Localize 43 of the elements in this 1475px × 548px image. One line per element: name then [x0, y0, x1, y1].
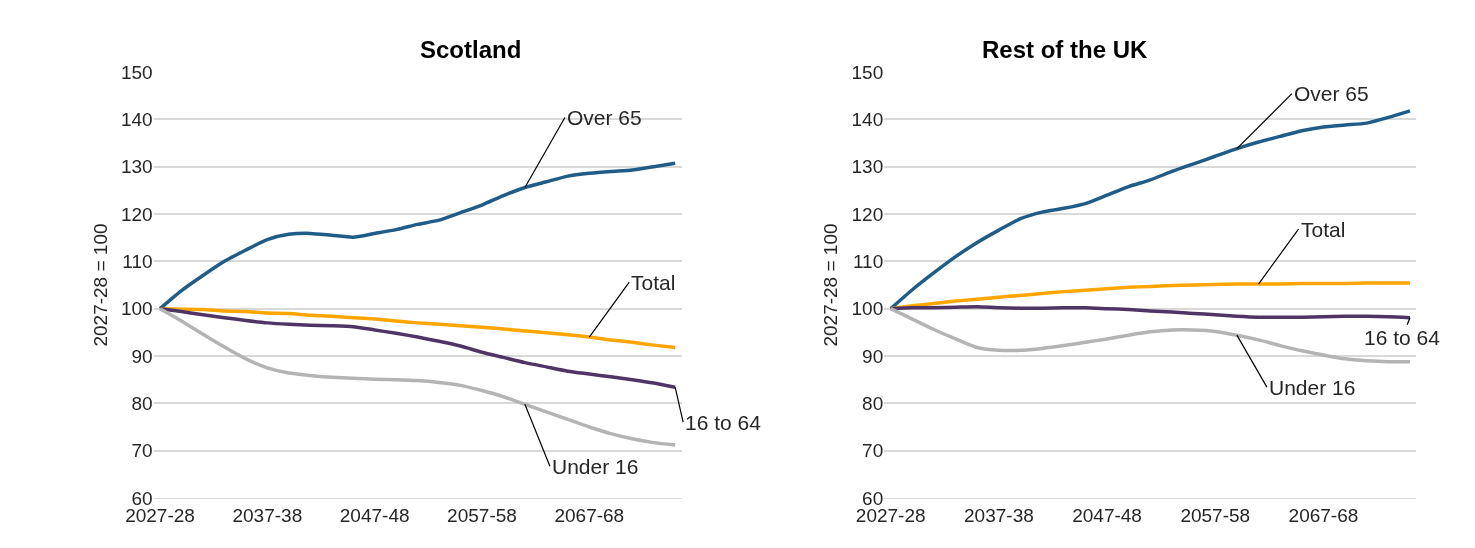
y-tick-label: 140: [851, 108, 884, 130]
chart-title: Rest of the UK: [982, 36, 1149, 63]
series-label: Over 65: [1294, 82, 1369, 105]
y-tick-label: 110: [852, 250, 884, 272]
x-tick-label: 2067-68: [1288, 504, 1359, 526]
y-tick-label: 150: [120, 61, 153, 83]
y-tick-label: 130: [120, 156, 153, 178]
y-tick-label: 70: [862, 440, 884, 462]
x-tick-label: 2067-68: [554, 504, 625, 526]
x-tick-label: 2047-48: [1072, 504, 1142, 526]
text: Total: [631, 271, 676, 294]
y-tick-label: 150: [851, 61, 884, 83]
y-tick-label: 130: [851, 156, 884, 178]
y-tick-label: 100: [851, 298, 884, 320]
y-axis-title: 2027-28 = 100: [89, 223, 111, 347]
chart-title: Scotland: [420, 36, 522, 63]
y-tick-label: 100: [120, 298, 153, 320]
series-label: 16 to 64: [1364, 326, 1441, 349]
line-series: [888, 306, 1412, 364]
line-series: [888, 109, 1412, 311]
x-tick-label: 2057-58: [1180, 504, 1251, 526]
line-series: [158, 306, 677, 447]
x-tick-label: 2037-38: [232, 504, 303, 526]
y-tick-label: 120: [851, 203, 884, 225]
y-tick-label: 140: [120, 108, 153, 130]
series-label: Over 65: [567, 106, 642, 129]
y-tick-label: 90: [131, 345, 153, 367]
text: Total: [1301, 218, 1346, 241]
y-axis-title: 2027-28 = 100: [820, 223, 842, 347]
y-tick-label: 120: [120, 203, 153, 225]
series-label: Under 16: [1269, 376, 1356, 399]
y-tick-label: 80: [862, 392, 884, 414]
x-tick-label: 2047-48: [339, 504, 410, 526]
y-tick-label: 70: [131, 440, 153, 462]
y-tick-label: 80: [131, 392, 153, 414]
x-tick-label: 2057-58: [447, 504, 517, 526]
y-tick-label: 90: [862, 345, 884, 367]
y-tick-label: 110: [122, 250, 153, 272]
line-series: [158, 161, 677, 311]
series-label: Under 16: [552, 455, 639, 478]
line-series: [158, 306, 677, 389]
series-label: 16 to 64: [685, 411, 762, 434]
x-tick-label: 2037-38: [964, 504, 1034, 526]
